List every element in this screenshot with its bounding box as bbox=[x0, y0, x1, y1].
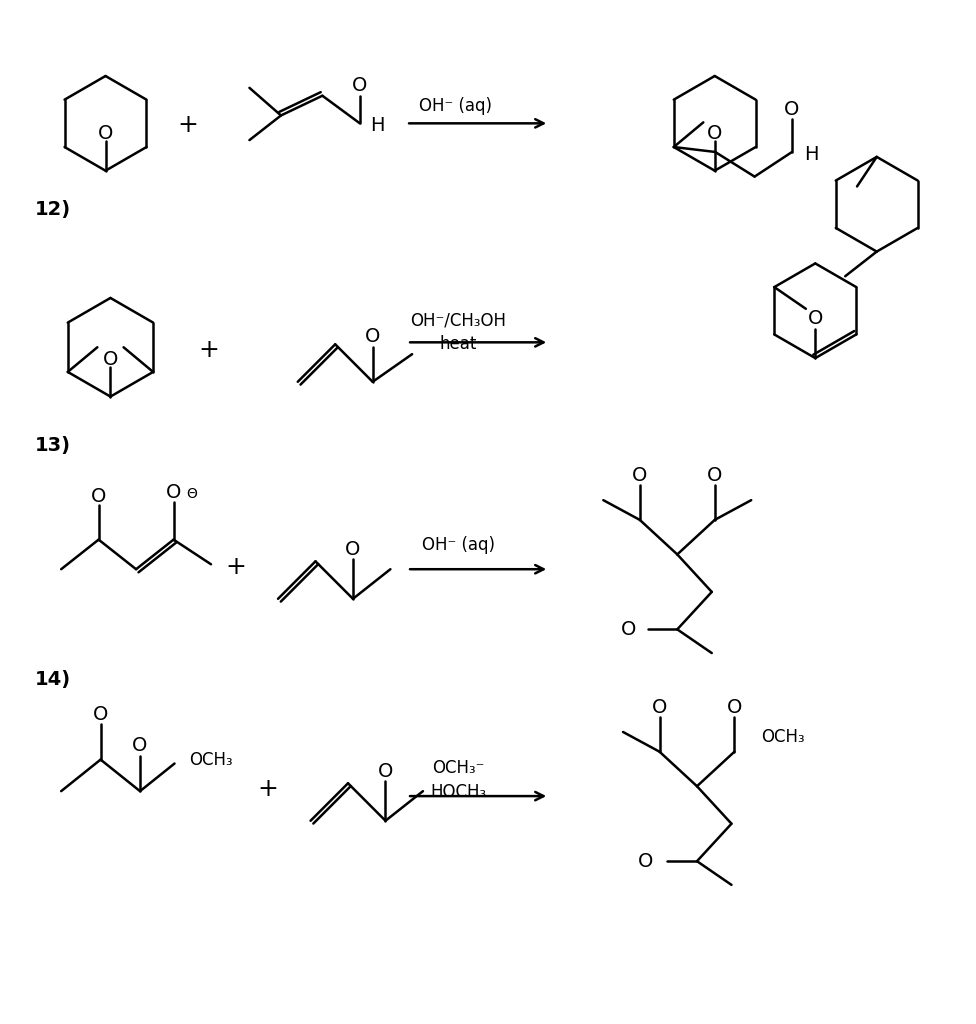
Text: O: O bbox=[652, 697, 668, 717]
Text: +: + bbox=[198, 338, 220, 362]
Text: +: + bbox=[177, 114, 198, 137]
Text: H: H bbox=[804, 145, 819, 165]
Text: O: O bbox=[785, 100, 799, 119]
Text: HOCH₃: HOCH₃ bbox=[430, 783, 486, 801]
Text: O: O bbox=[807, 309, 823, 328]
Text: OCH₃⁻: OCH₃⁻ bbox=[432, 760, 485, 777]
Text: O: O bbox=[378, 762, 393, 781]
Text: heat: heat bbox=[440, 335, 477, 353]
Text: O: O bbox=[93, 705, 108, 724]
Text: O: O bbox=[346, 540, 361, 559]
Text: O: O bbox=[133, 736, 147, 756]
Text: 12): 12) bbox=[34, 200, 70, 219]
Text: O: O bbox=[166, 482, 182, 502]
Text: O: O bbox=[727, 697, 742, 717]
Text: O: O bbox=[707, 124, 722, 142]
Text: OCH₃: OCH₃ bbox=[189, 751, 233, 769]
Text: 13): 13) bbox=[34, 436, 70, 456]
Text: O: O bbox=[102, 349, 118, 369]
Text: O: O bbox=[91, 486, 106, 506]
Text: O: O bbox=[632, 466, 647, 485]
Text: O: O bbox=[352, 77, 368, 95]
Text: OH⁻ (aq): OH⁻ (aq) bbox=[422, 536, 495, 554]
Text: O: O bbox=[365, 327, 381, 346]
Text: O: O bbox=[98, 124, 113, 142]
Text: OH⁻ (aq): OH⁻ (aq) bbox=[419, 96, 492, 115]
Text: +: + bbox=[225, 555, 246, 580]
Text: O: O bbox=[707, 466, 722, 485]
Text: H: H bbox=[370, 116, 385, 135]
Text: O: O bbox=[621, 620, 636, 639]
Text: OCH₃: OCH₃ bbox=[761, 728, 804, 745]
Text: OH⁻/CH₃OH: OH⁻/CH₃OH bbox=[411, 311, 507, 330]
Text: 14): 14) bbox=[34, 670, 70, 689]
Text: O: O bbox=[638, 852, 654, 870]
Text: Θ: Θ bbox=[185, 487, 197, 501]
Text: +: + bbox=[258, 777, 278, 801]
